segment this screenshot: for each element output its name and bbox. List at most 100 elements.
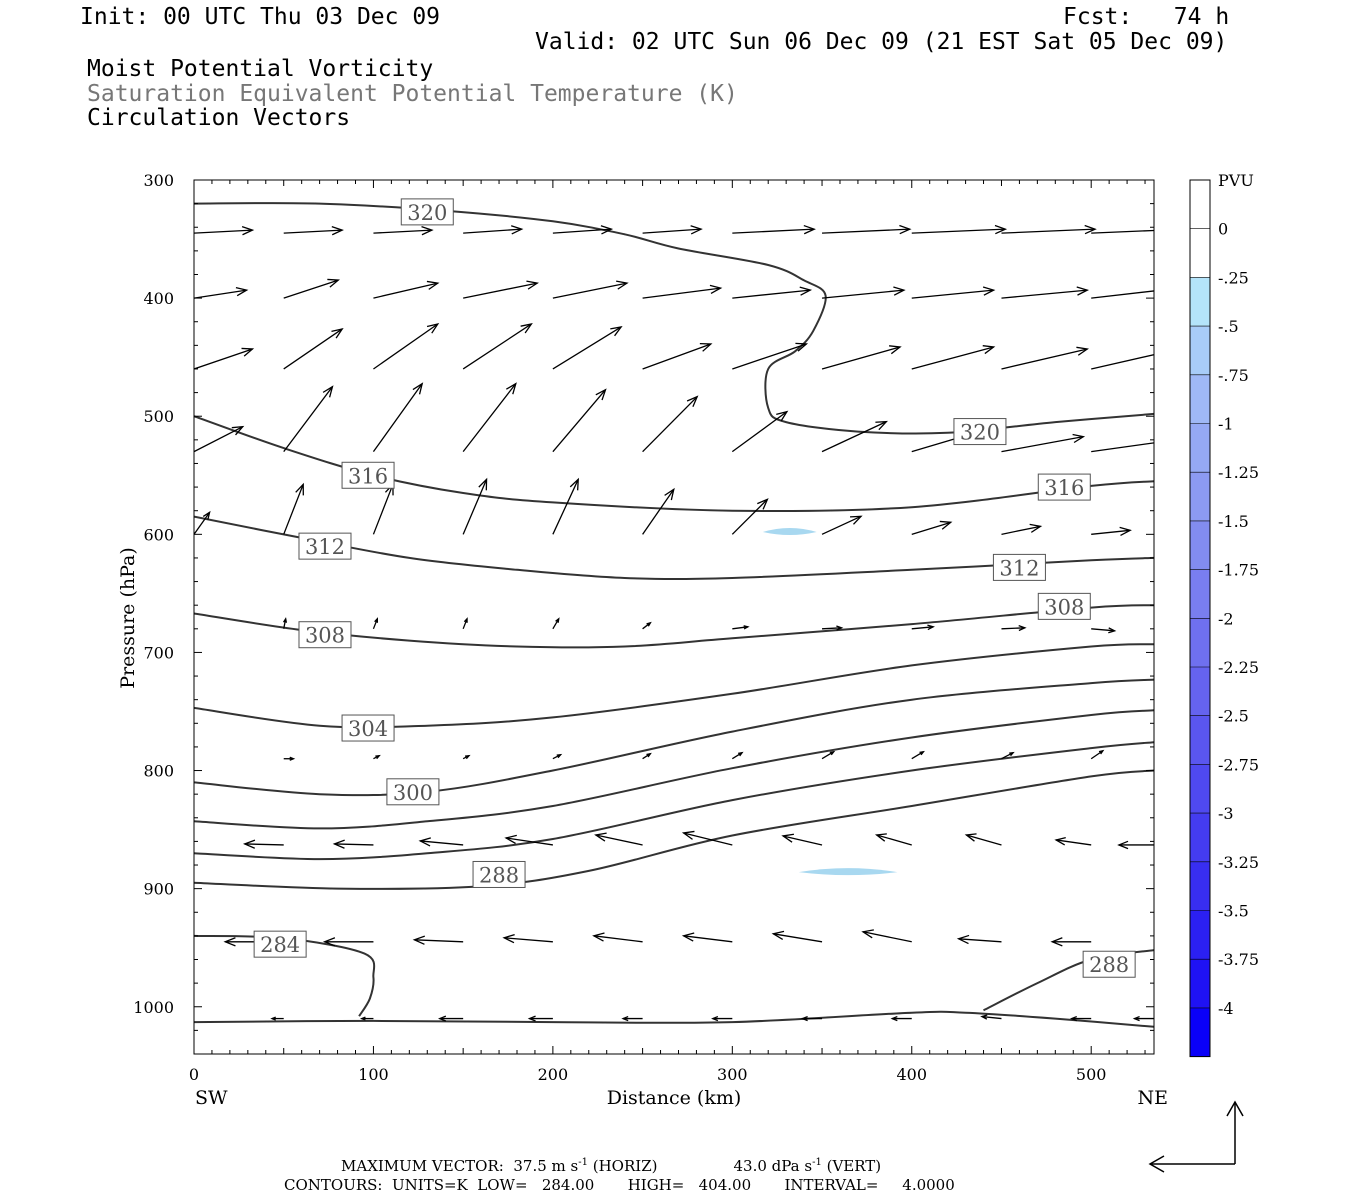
vector-head [331,225,344,236]
vector-shaft [194,289,247,299]
vector-shaft [1056,839,1092,846]
colorbar-units: PVU [1218,171,1254,190]
circulation-vector [283,327,344,370]
vector-shaft [194,511,211,535]
field-title-theta-es: Saturation Equivalent Potential Temperat… [87,81,738,107]
vector-head [327,278,340,288]
vector-head [241,225,255,236]
contour-label-box [1037,592,1091,620]
circulation-vector [462,382,517,453]
vector-head [927,624,935,631]
circulation-vector [373,754,381,760]
x-tick-label: 500 [1076,1065,1107,1084]
colorbar-swatch [1190,472,1210,521]
mpv-shading-layer [762,527,898,876]
vector-head [463,617,468,623]
vector-shaft [981,1015,1002,1020]
vector-head [980,1014,988,1020]
x-tick-label: 400 [896,1065,927,1084]
circulation-vector [194,225,255,236]
colorbar-swatch [1190,910,1210,960]
vector-head [1098,749,1105,755]
vector-head [1132,1015,1140,1022]
vector-head [699,343,713,352]
circulation-vector [732,625,750,630]
vector-shaft [911,346,994,370]
vector-shaft [822,228,910,234]
vector-shaft [462,618,468,630]
vector-head [1018,625,1027,632]
contour-label-box [341,461,395,489]
circulation-vector [322,937,374,947]
vector-head [510,225,524,235]
circulation-vector [282,617,288,629]
vector-head [1119,526,1132,536]
vector-head [555,617,560,623]
vector-head [526,280,539,290]
colorbar-swatch [1190,520,1210,570]
vector-head [412,935,425,945]
contour-label-box [298,621,352,649]
vector-head [322,937,336,947]
circulation-vector [781,833,823,846]
circulation-vector [372,482,394,535]
contour-label-box [253,930,307,958]
vector-shaft [642,228,702,234]
circulation-vector [1090,749,1105,760]
valid-time: Valid: 02 UTC Sun 06 Dec 09 (21 EST Sat … [535,29,1228,55]
vector-head [939,520,953,530]
vector-shaft [862,931,912,943]
vector-shaft [1001,228,1096,234]
vector-head [781,833,795,843]
vector-head [375,754,381,760]
contour-label: 300 [393,781,433,805]
vector-head [836,625,844,631]
vector-head [690,225,703,235]
vector-shaft [1091,628,1115,632]
vector-head [374,617,379,623]
circulation-vector [1001,346,1089,370]
vector-head [771,930,785,941]
vector-head [829,750,836,756]
vector-head [322,385,334,398]
colorbar-swatch [1190,180,1210,229]
vector-shaft [462,479,488,535]
circulation-vector [372,382,424,453]
vector-shaft [372,618,378,630]
vector-shaft [821,515,862,535]
colorbar-swatch [1190,423,1210,473]
vector-head [1174,226,1184,234]
x-tick-label: 300 [717,1065,748,1084]
circulation-vector [1091,526,1132,536]
vector-shaft [822,627,842,630]
vector-shaft [732,289,811,299]
vector-head [681,932,695,942]
y-tick-label: 600 [143,525,174,544]
vector-shaft [552,282,628,299]
circulation-vector [1091,353,1154,370]
vector-head [592,932,605,942]
y-tick-label: 300 [143,171,174,190]
vector-head [899,224,912,235]
circulation-vector [642,621,652,630]
circulation-vector [502,933,553,944]
circulation-vector [373,225,434,236]
colorbar-swatch [1190,1007,1210,1057]
circulation-vector [283,482,304,535]
vector-head [893,286,906,296]
vector-shaft [283,328,343,370]
contour-label: 320 [960,421,1000,445]
plot-frame [193,179,1155,1055]
circulation-vector [194,425,245,453]
colorbar-label: -1.75 [1218,561,1259,580]
vector-shaft [821,289,905,299]
vector-head [875,420,888,431]
circulation-vector [1132,1015,1154,1022]
vector-head [743,625,750,630]
circulation-vector [283,385,334,453]
vector-shaft [283,484,304,535]
circulation-vector [1054,836,1092,846]
vector-head [711,1015,719,1022]
colorbar-label: -3 [1218,804,1234,823]
